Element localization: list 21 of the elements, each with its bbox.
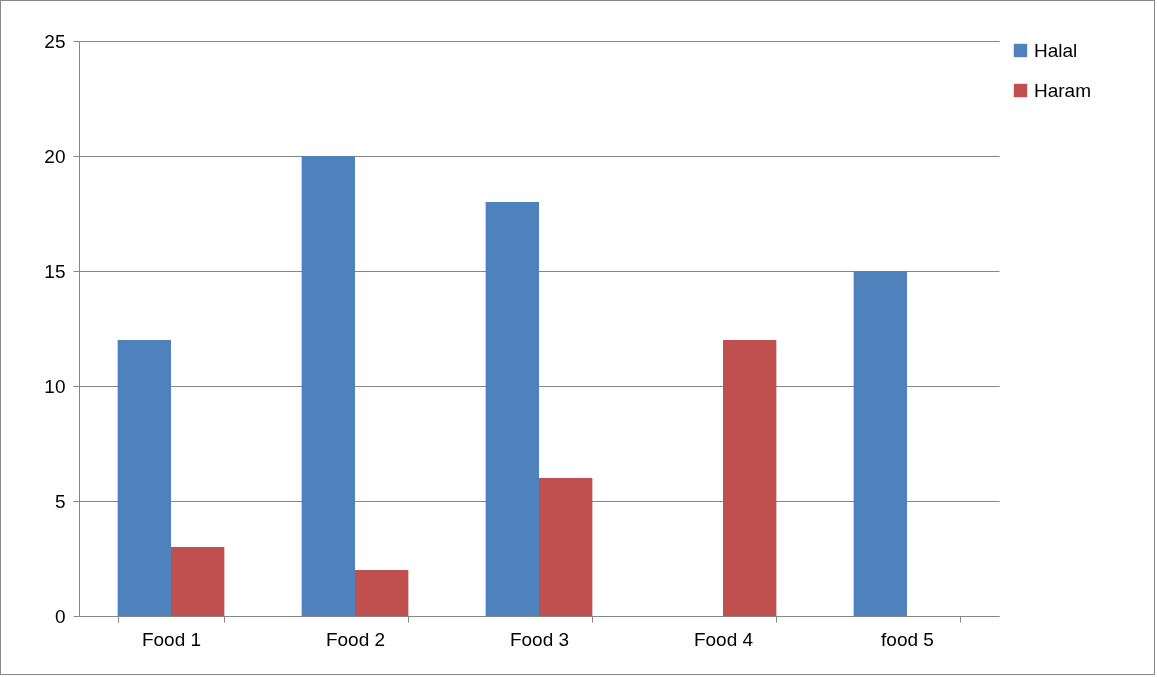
y-tick-label: 15 [44, 260, 66, 282]
y-tick-label: 5 [54, 490, 66, 512]
x-tick-label: Food 2 [325, 628, 386, 650]
bar [485, 202, 539, 616]
bar [355, 570, 409, 616]
x-tick-label: food 5 [881, 628, 934, 650]
legend-label: Halal [1034, 39, 1078, 61]
legend-label: Haram [1034, 79, 1092, 101]
bar [723, 340, 777, 616]
bar [539, 478, 593, 616]
y-tick-label: 20 [44, 145, 66, 167]
bar [853, 271, 907, 616]
y-tick-label: 0 [54, 605, 66, 627]
bar [171, 547, 225, 616]
bar [301, 156, 355, 616]
y-tick-label: 10 [44, 375, 66, 397]
x-tick-label: Food 1 [141, 628, 202, 650]
bar [117, 340, 171, 616]
y-tick-label: 25 [44, 30, 66, 52]
x-tick-label: Food 4 [693, 628, 754, 650]
x-tick-label: Food 3 [509, 628, 570, 650]
